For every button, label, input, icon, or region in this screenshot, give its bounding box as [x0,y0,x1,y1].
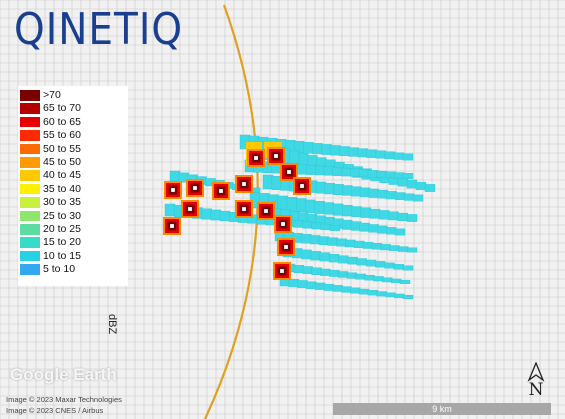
legend-swatch [20,183,40,195]
legend-swatch [20,224,40,235]
map-scale-bar: 9 km [333,403,551,415]
legend-label: 30 to 35 [43,196,81,209]
legend-entry: 30 to 35 [20,196,120,209]
legend-label: 20 to 25 [43,223,81,235]
legend-entry: 50 to 55 [20,142,120,155]
legend-swatch [20,237,40,248]
legend-swatch [20,116,40,128]
legend-entry: 45 to 50 [20,156,120,168]
legend-entry: 25 to 30 [20,209,120,222]
legend-entry: 20 to 25 [20,223,120,235]
imagery-credit-maxar: Image © 2023 Maxar Technologies [6,395,122,404]
legend-swatch [20,143,40,155]
scale-bar-label: 9 km [432,404,452,414]
north-compass[interactable]: N [525,361,547,402]
legend-label: 15 to 20 [43,236,81,249]
legend-label: 5 to 10 [43,263,76,276]
legend-label: 50 to 55 [43,142,81,155]
legend-label: 25 to 30 [43,209,81,222]
legend-entry: 15 to 20 [20,236,120,249]
compass-north-label: N [528,380,544,400]
legend-unit-label: dBZ [106,314,118,335]
radar-target-markers [163,147,311,280]
legend-label: >70 [43,89,61,101]
legend-label: 65 to 70 [43,102,81,115]
north-arrow-icon [527,361,545,382]
legend-entry: >70 [20,89,120,101]
legend-label: 10 to 15 [43,249,81,262]
legend-entry: 55 to 60 [20,129,120,142]
legend-swatch [20,210,40,222]
legend-swatch [20,170,40,181]
legend-swatch [20,157,40,168]
legend-swatch [20,103,40,114]
legend-label: 55 to 60 [43,129,81,142]
legend-entry: 35 to 40 [20,182,120,195]
legend-entry: 40 to 45 [20,169,120,182]
legend-swatch [20,264,40,275]
imagery-credit-cnes: Image © 2023 CNES / Airbus [6,406,104,415]
legend-swatch [20,130,40,141]
legend-label: 45 to 50 [43,156,81,168]
legend-swatch [20,197,40,208]
legend-label: 35 to 40 [43,182,81,195]
legend-entry: 65 to 70 [20,102,120,115]
reflectivity-legend: >70 65 to 70 60 to 65 55 to 60 50 to 55 45 to… [18,86,128,334]
legend-label: 60 to 65 [43,115,81,128]
legend-entry: 60 to 65 [20,115,120,128]
google-earth-watermark: Google Earth [10,365,117,384]
qinetiq-logo: QINETIQ [14,4,184,56]
legend-label: 40 to 45 [43,169,81,182]
legend-swatch [20,90,40,101]
legend-entry: 10 to 15 [20,249,120,262]
legend-swatch [20,250,40,262]
legend-entry: 5 to 10 [20,263,120,276]
radar-echo-returns [164,134,436,300]
